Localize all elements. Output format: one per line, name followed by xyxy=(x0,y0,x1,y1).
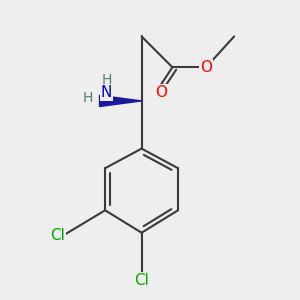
Text: O: O xyxy=(200,60,212,75)
Text: Cl: Cl xyxy=(50,228,65,243)
Text: H: H xyxy=(83,91,94,105)
Text: N: N xyxy=(101,85,112,100)
Text: Cl: Cl xyxy=(134,273,149,288)
Text: H: H xyxy=(101,73,112,87)
Text: O: O xyxy=(155,85,167,100)
Polygon shape xyxy=(100,95,142,106)
